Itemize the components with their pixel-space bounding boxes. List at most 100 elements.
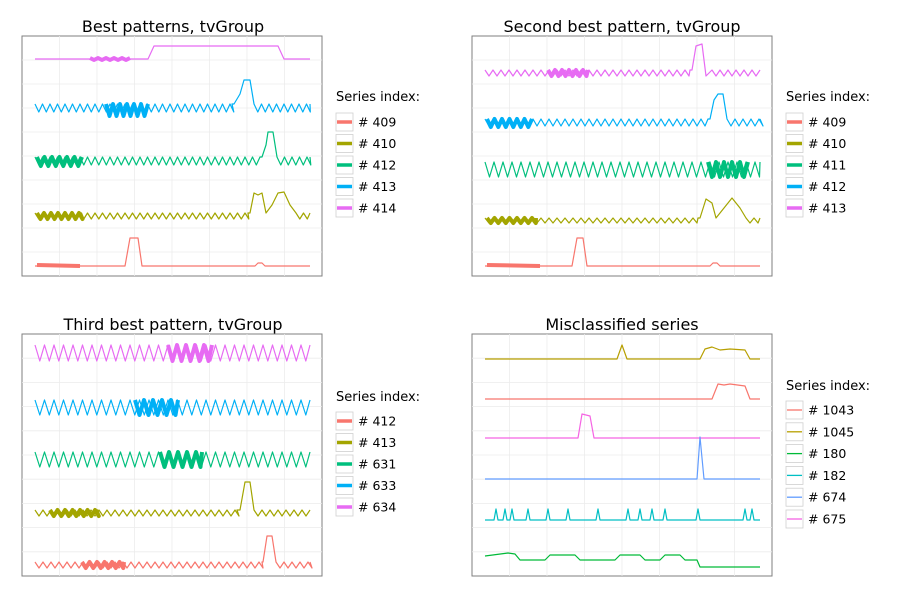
panel-title: Third best pattern, tvGroup [62, 315, 282, 334]
legend: Series index: # 409 # 410 # 411 # 412 # 413 [785, 90, 870, 218]
pattern-highlight [133, 398, 180, 417]
legend-item: # 414 [335, 198, 396, 218]
legend-item: # 411 [785, 155, 846, 175]
legend-item: # 1045 [785, 422, 854, 442]
series-line [485, 344, 760, 360]
legend-item: # 1043 [785, 400, 854, 420]
legend-title: Series index: [786, 379, 870, 394]
legend: Series index: # 412 # 413 # 631 # 633 # 634 [335, 390, 420, 517]
legend-item: # 412 [335, 411, 396, 431]
legend-title: Series index: [336, 90, 420, 105]
legend-label: # 409 [358, 115, 396, 130]
pattern-highlight [104, 102, 150, 118]
series-line [485, 413, 760, 439]
pattern-highlight [35, 211, 85, 221]
legend-label: # 413 [358, 435, 396, 450]
pattern-highlight [706, 160, 750, 179]
pattern-highlight [166, 343, 214, 363]
series-line [34, 398, 311, 417]
pattern-highlight [89, 56, 131, 62]
series-line [34, 343, 311, 363]
legend-item: # 674 [785, 487, 846, 507]
legend: Series index: # 1043 # 1045 # 180 # 182 # 674… [785, 379, 870, 529]
series-line [34, 79, 311, 118]
series-line [485, 508, 760, 521]
series-line [484, 552, 760, 568]
legend-label: # 1043 [808, 403, 854, 418]
legend-label: # 633 [358, 478, 396, 493]
legend-label: # 410 [358, 136, 396, 151]
legend-label: # 674 [808, 490, 846, 505]
legend-label: # 411 [808, 158, 846, 173]
series-line [35, 45, 310, 62]
plot-area [21, 35, 323, 277]
legend-label: # 634 [358, 500, 396, 515]
panel-misclassified: Misclassified series Series index: # 1043… [471, 315, 870, 577]
legend-item: # 675 [785, 509, 846, 529]
panel-best-patterns: Best patterns, tvGroup Series index: # 40… [21, 17, 420, 277]
legend-label: # 413 [358, 179, 396, 194]
grid [472, 36, 772, 276]
series-line [35, 237, 310, 268]
legend-label: # 409 [808, 115, 846, 130]
legend-title: Series index: [336, 390, 420, 405]
legend-title: Series index: [786, 90, 870, 105]
legend-label: # 414 [358, 201, 396, 216]
pattern-highlight [158, 450, 204, 469]
legend-item: # 413 [785, 198, 846, 218]
legend-item: # 412 [335, 155, 396, 175]
panel-second-best: Second best pattern, tvGroup Series inde… [471, 17, 870, 277]
series-line [484, 160, 761, 179]
legend-label: # 412 [808, 179, 846, 194]
pattern-highlight [80, 560, 126, 570]
pattern-highlight [36, 263, 81, 268]
panel-title: Second best pattern, tvGroup [503, 17, 740, 36]
series-line [34, 131, 312, 168]
legend-label: # 675 [808, 512, 846, 527]
legend-label: # 1045 [808, 424, 854, 439]
series-line [34, 450, 311, 469]
grid [22, 334, 322, 576]
legend-label: # 182 [808, 468, 846, 483]
legend-label: # 412 [358, 414, 396, 429]
legend-item: # 409 [785, 112, 846, 132]
legend-item: # 409 [335, 112, 396, 132]
series-line [485, 383, 760, 400]
legend-label: # 413 [808, 201, 846, 216]
pattern-highlight [48, 508, 101, 518]
pattern-highlight [485, 216, 538, 225]
legend-item: # 410 [785, 134, 846, 153]
panel-title: Misclassified series [545, 315, 698, 334]
legend-item: # 410 [335, 134, 396, 153]
series-line [484, 93, 764, 129]
plot-area [471, 35, 773, 277]
pattern-highlight [35, 155, 84, 168]
series-line [34, 535, 313, 570]
panel-title: Best patterns, tvGroup [82, 17, 264, 36]
legend-item: # 631 [335, 454, 396, 474]
legend-item: # 634 [335, 497, 396, 517]
series-line [34, 481, 311, 518]
plot-area [471, 333, 773, 577]
series-line [484, 197, 761, 225]
legend-item: # 180 [785, 444, 846, 464]
series-line [485, 237, 760, 268]
legend-label: # 180 [808, 446, 846, 461]
panel-third-best: Third best pattern, tvGroup Series index… [21, 315, 420, 577]
pattern-highlight [486, 263, 541, 268]
series-line [485, 436, 760, 480]
series-line [484, 43, 761, 78]
legend: Series index: # 409 # 410 # 412 # 413 # 414 [335, 90, 420, 218]
legend-item: # 413 [335, 177, 396, 196]
legend-item: # 413 [335, 433, 396, 452]
pattern-highlight [546, 68, 590, 78]
legend-item: # 182 [785, 465, 846, 485]
legend-label: # 631 [358, 457, 396, 472]
series-line [34, 191, 311, 221]
pattern-highlight [485, 117, 534, 129]
legend-item: # 633 [335, 476, 396, 495]
legend-label: # 410 [808, 136, 846, 151]
legend-label: # 412 [358, 158, 396, 173]
legend-item: # 412 [785, 177, 846, 196]
